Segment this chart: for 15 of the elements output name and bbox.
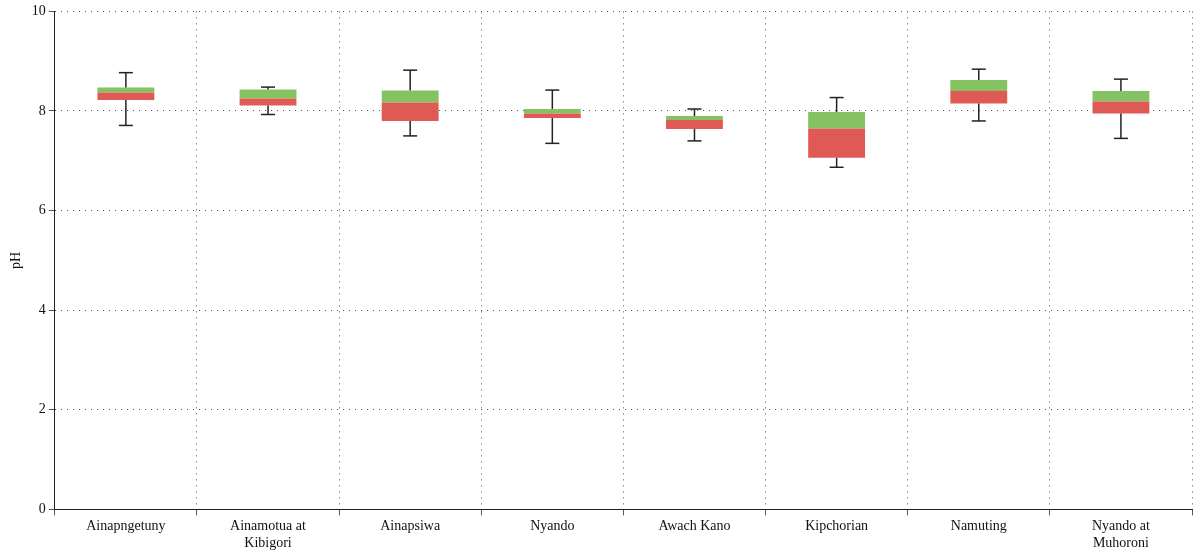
x-tick-label: Nyando [530, 518, 575, 534]
x-tick-label: Namuting [950, 518, 1007, 534]
y-tick-label: 8 [38, 102, 46, 118]
x-tick-label: Ainapngetuny [86, 518, 166, 534]
y-tick-label: 6 [38, 202, 46, 218]
y-tick-label: 10 [31, 3, 46, 19]
y-axis-title: pH [8, 251, 24, 269]
x-tick-label: Nyando at Muhoroni [1091, 518, 1150, 551]
y-tick-label: 0 [38, 501, 46, 517]
x-tick-label: Ainapsiwa [380, 518, 441, 534]
x-tick-label: Awach Kano [658, 518, 731, 534]
y-tick-label: 4 [38, 301, 46, 317]
x-tick-label: Ainamotua at Kibigori [230, 518, 307, 551]
x-tick-label: Kipchorian [805, 518, 869, 534]
y-tick-label: 2 [38, 401, 46, 417]
